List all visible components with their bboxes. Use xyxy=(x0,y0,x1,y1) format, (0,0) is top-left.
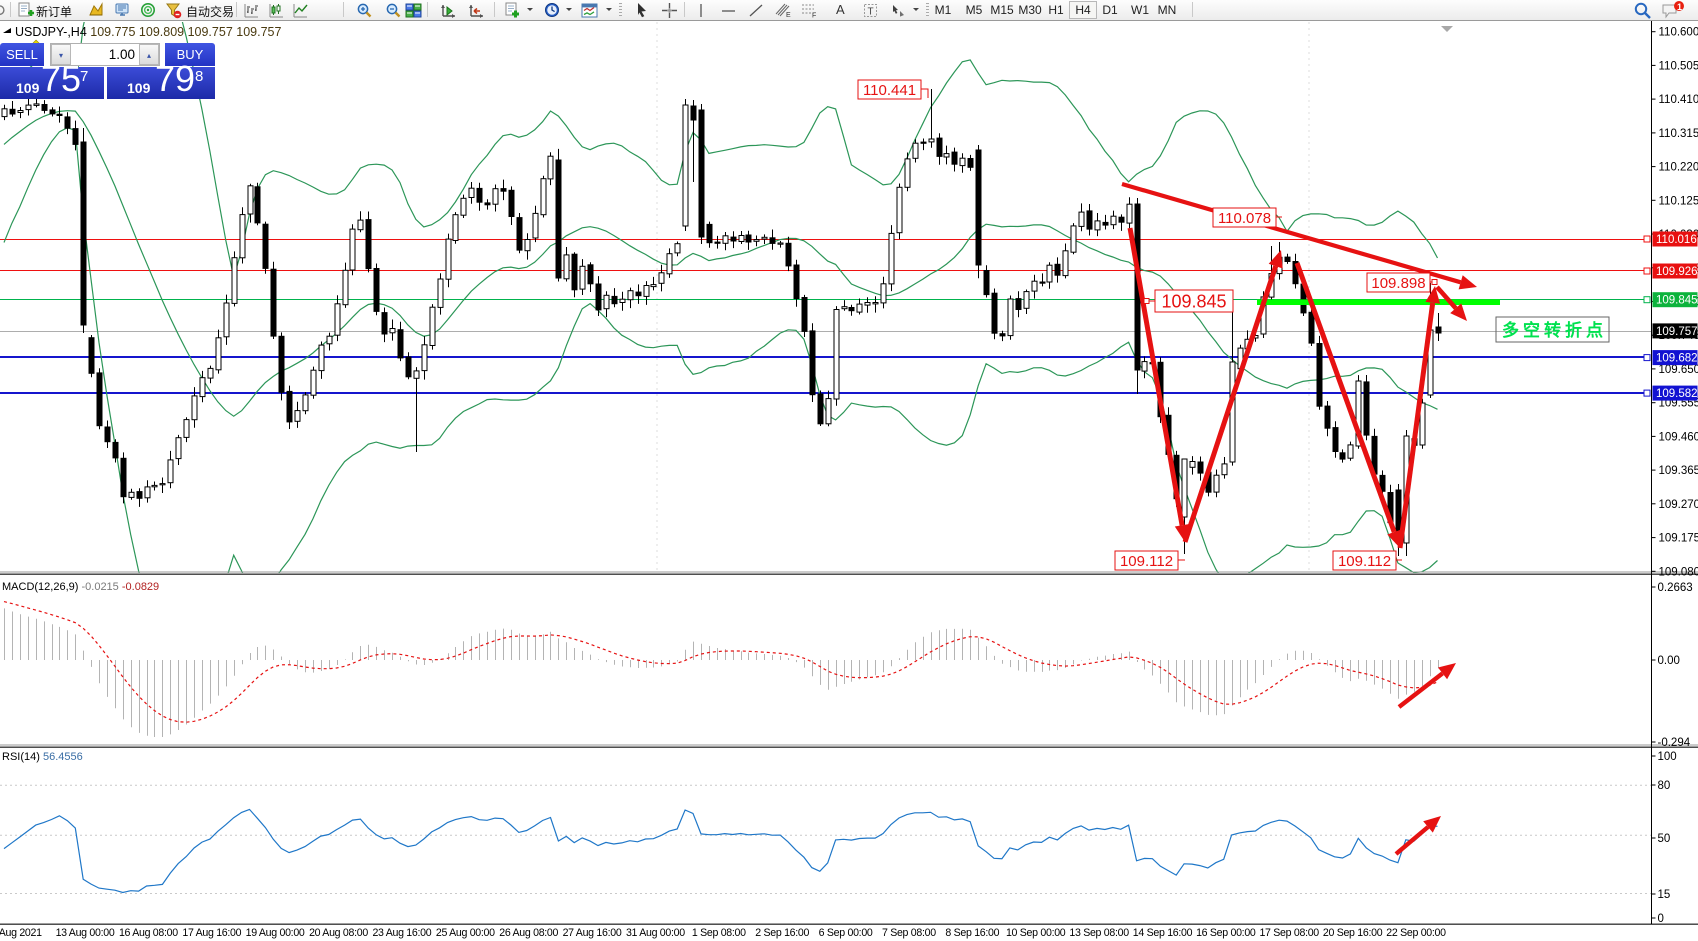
svg-text:80: 80 xyxy=(1658,780,1671,792)
svg-text:多空转折点: 多空转折点 xyxy=(1502,320,1607,340)
svg-text:20 Aug 08:00: 20 Aug 08:00 xyxy=(309,927,368,939)
svg-text:110.125: 110.125 xyxy=(1659,195,1698,207)
svg-text:25 Aug 00:00: 25 Aug 00:00 xyxy=(436,927,495,939)
svg-text:-0.294: -0.294 xyxy=(1658,737,1691,749)
svg-text:RSI(14) 56.4556: RSI(14) 56.4556 xyxy=(2,751,83,763)
svg-text:110.315: 110.315 xyxy=(1659,128,1698,140)
svg-text:17 Sep 08:00: 17 Sep 08:00 xyxy=(1259,927,1319,939)
svg-text:0: 0 xyxy=(1658,913,1664,925)
svg-text:109.270: 109.270 xyxy=(1659,499,1698,511)
svg-text:23 Aug 16:00: 23 Aug 16:00 xyxy=(372,927,431,939)
svg-text:16 Aug 08:00: 16 Aug 08:00 xyxy=(119,927,178,939)
svg-text:109.682: 109.682 xyxy=(1656,353,1698,365)
svg-text:13 Sep 08:00: 13 Sep 08:00 xyxy=(1069,927,1129,939)
svg-text:109.650: 109.650 xyxy=(1659,364,1698,376)
svg-text:110.410: 110.410 xyxy=(1659,94,1698,106)
svg-text:50: 50 xyxy=(1658,833,1671,845)
svg-text:109.112: 109.112 xyxy=(1338,553,1391,570)
svg-text:109.845: 109.845 xyxy=(1656,295,1698,307)
svg-text:USDJPY-,H4 109.775 109.809 10: USDJPY-,H4 109.775 109.809 109.757 109.7… xyxy=(15,25,281,39)
svg-text:10 Sep 00:00: 10 Sep 00:00 xyxy=(1006,927,1066,939)
svg-text:13 Aug 00:00: 13 Aug 00:00 xyxy=(56,927,115,939)
svg-text:15: 15 xyxy=(1658,889,1671,901)
svg-text:19 Aug 00:00: 19 Aug 00:00 xyxy=(246,927,305,939)
svg-text:2 Sep 16:00: 2 Sep 16:00 xyxy=(755,927,809,939)
svg-text:T: T xyxy=(867,6,873,17)
svg-text:109.555: 109.555 xyxy=(1659,398,1698,410)
svg-text:1 Sep 08:00: 1 Sep 08:00 xyxy=(692,927,746,939)
svg-text:6 Sep 00:00: 6 Sep 00:00 xyxy=(819,927,873,939)
svg-text:1: 1 xyxy=(1677,2,1682,12)
svg-text:0.2663: 0.2663 xyxy=(1658,582,1693,594)
svg-text:22 Sep 00:00: 22 Sep 00:00 xyxy=(1386,927,1446,939)
svg-text:MACD(12,26,9) -0.0215 -0.0829: MACD(12,26,9) -0.0215 -0.0829 xyxy=(2,581,159,593)
svg-text:109.757: 109.757 xyxy=(1656,326,1698,338)
svg-text:27 Aug 16:00: 27 Aug 16:00 xyxy=(563,927,622,939)
svg-text:110.016: 110.016 xyxy=(1656,234,1697,246)
svg-text:109.365: 109.365 xyxy=(1659,465,1698,477)
svg-text:109.175: 109.175 xyxy=(1659,533,1698,545)
svg-text:8 Sep 16:00: 8 Sep 16:00 xyxy=(945,927,999,939)
svg-text:109.112: 109.112 xyxy=(1120,553,1173,570)
svg-text:17 Aug 16:00: 17 Aug 16:00 xyxy=(182,927,241,939)
svg-text:0.00: 0.00 xyxy=(1658,655,1680,667)
svg-text:109.926: 109.926 xyxy=(1656,266,1698,278)
svg-text:7 Sep 08:00: 7 Sep 08:00 xyxy=(882,927,936,939)
svg-text:110.078: 110.078 xyxy=(1218,210,1271,227)
svg-text:110.505: 110.505 xyxy=(1659,60,1698,72)
svg-text:109.845: 109.845 xyxy=(1161,292,1226,312)
svg-text:26 Aug 08:00: 26 Aug 08:00 xyxy=(499,927,558,939)
svg-text:100: 100 xyxy=(1658,751,1677,763)
svg-text:110.441: 110.441 xyxy=(863,82,916,99)
svg-text:110.600: 110.600 xyxy=(1659,27,1698,39)
svg-text:16 Sep 00:00: 16 Sep 00:00 xyxy=(1196,927,1256,939)
svg-text:20 Sep 16:00: 20 Sep 16:00 xyxy=(1323,927,1383,939)
svg-text:31 Aug 00:00: 31 Aug 00:00 xyxy=(626,927,685,939)
svg-text:E: E xyxy=(786,12,791,19)
svg-text:109.080: 109.080 xyxy=(1659,566,1698,578)
svg-text:11 Aug 2021: 11 Aug 2021 xyxy=(0,927,42,939)
svg-text:109.460: 109.460 xyxy=(1659,431,1698,443)
svg-text:14 Sep 16:00: 14 Sep 16:00 xyxy=(1133,927,1193,939)
svg-text:110.220: 110.220 xyxy=(1659,162,1698,174)
svg-text:109.898: 109.898 xyxy=(1371,275,1425,292)
svg-text:109.582: 109.582 xyxy=(1656,388,1698,400)
svg-text:F: F xyxy=(812,12,816,19)
